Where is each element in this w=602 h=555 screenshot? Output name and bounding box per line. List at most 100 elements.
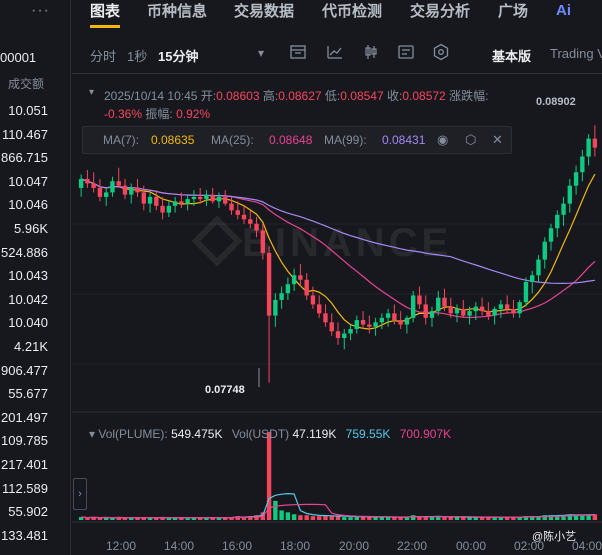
tab-coin-info[interactable]: 币种信息 [147,3,208,20]
volume-bar [110,518,115,520]
volume-bar [172,518,178,520]
time-tick: 04:00 [572,539,602,553]
eye-icon[interactable]: ◉ [437,132,449,147]
tab-square[interactable]: 广场 [498,3,529,20]
time-tick: 22:00 [397,539,428,553]
candle-body [160,205,165,213]
turnover-row[interactable]: 112.589 [1,480,48,496]
tab-trade-analysis[interactable]: 交易分析 [410,3,471,20]
turnover-row[interactable]: 866.715 [1,150,48,166]
candle-body [147,196,153,204]
turnover-row[interactable]: 217.401 [1,457,48,472]
turnover-row[interactable]: 5.96K [14,221,48,236]
candle-body [291,275,297,285]
ma7-value: 0.08635 [151,133,195,147]
volume-bar [567,514,572,520]
candle-body [285,284,291,294]
high-label: 高: [262,89,279,103]
turnover-row[interactable]: 109.785 [1,433,48,449]
candle-body [567,185,572,204]
volume-bar [185,518,190,520]
candle-body [298,275,303,280]
top-nav: 图表 币种信息 交易数据 代币检测 交易分析 广场 Ai [72,0,602,28]
interval-1s[interactable]: 1秒 [127,49,148,64]
volume-ma-lines [81,492,595,519]
turnover-row[interactable]: 10.047 [8,173,48,189]
volume-bar [129,518,134,520]
settings-hex-icon[interactable] [432,43,450,61]
turnover-row[interactable]: 110.467 [1,126,48,142]
candle-body [235,210,240,215]
candle-body [592,138,598,148]
indicator-settings-icon[interactable] [289,43,307,61]
candle-body [511,308,516,314]
basic-view-button[interactable]: 基本版 [492,49,532,64]
time-tick: 02:00 [514,539,545,553]
tab-trade-data[interactable]: 交易数据 [234,3,295,20]
volume-bar [517,517,522,520]
volume-bar [410,515,416,520]
candle-body [360,320,366,325]
candle-body [517,302,522,314]
chart-area[interactable]: BINANCE ▾ 2025/10/14 10:45 开:0.08603 高:0… [72,74,602,555]
volume-bar [398,517,403,520]
vol-label: Vol(PLUME): [98,427,168,441]
volume-bar [448,517,453,520]
template-icon[interactable] [397,43,415,61]
candle-body [385,313,391,318]
interval-timeline[interactable]: 分时 [90,49,117,64]
vol-usdt-value: 47.119K [292,427,337,441]
gear-icon[interactable]: ⬡ [465,132,477,147]
volume-bar [210,517,215,520]
candle-body [141,192,146,204]
turnover-row[interactable]: 10.042 [8,291,48,307]
candle-body [97,187,103,197]
candle-body [85,178,90,184]
volume-bar [285,512,291,520]
candle-body [191,196,197,200]
turnover-row[interactable]: 10.040 [8,315,48,331]
interval-15m[interactable]: 15分钟 [158,49,199,64]
volume-bar [592,514,598,520]
collapse-arrow-icon[interactable]: ▾ [89,87,95,98]
candle-body [317,304,322,314]
menu-dots-icon[interactable]: ··· [31,2,50,19]
expand-arrow-icon[interactable]: › [73,478,87,510]
candle-body [410,295,416,318]
turnover-row[interactable]: 133.481 [1,527,48,543]
tab-token-check[interactable]: 代币检测 [322,3,383,20]
high-value: 0.08627 [278,89,322,103]
tradingview-button[interactable]: Trading V [550,46,602,61]
binance-watermark: BINANCE [191,215,448,267]
candle-body [154,196,159,206]
turnover-column-header[interactable]: 成交额 [8,77,45,91]
turnover-row[interactable]: 55.677 [8,386,48,402]
volume-bar [204,518,209,520]
turnover-row[interactable]: 906.477 [1,362,48,378]
volume-bar [235,516,240,520]
turnover-row[interactable]: 201.497 [1,409,48,425]
turnover-row[interactable]: 524.886 [1,244,48,260]
candle-body [536,259,541,276]
collapse-arrow-icon[interactable]: ▾ [89,427,96,441]
candle-body [454,308,460,314]
ai-icon[interactable]: Ai [556,2,571,19]
candlestick-chart[interactable]: BINANCE [72,74,602,555]
candle-body [492,308,497,316]
turnover-row[interactable]: 55.902 [8,504,48,520]
candle-body [229,203,234,211]
turnover-row[interactable]: 4.21K [14,339,48,354]
line-chart-icon[interactable] [326,43,344,61]
turnover-row[interactable]: 10.051 [8,103,48,118]
candle-body [266,252,272,316]
chevron-down-icon[interactable]: ▾ [258,46,265,60]
turnover-row[interactable]: 10.046 [8,197,48,213]
candle-body [342,333,347,338]
tab-chart[interactable]: 图表 [90,3,121,20]
ma7-label: MA(7): [103,133,139,147]
candlestick-icon[interactable] [362,43,380,61]
volume-bar [122,518,128,520]
turnover-row[interactable]: 10.043 [8,268,48,284]
volume-bar [248,516,253,520]
close-icon[interactable]: ✕ [492,132,503,147]
